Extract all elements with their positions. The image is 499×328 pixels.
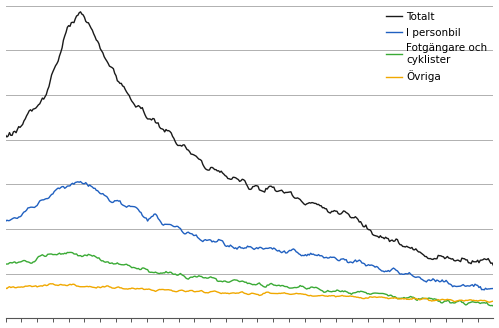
Totalt (84, 21, 90, 25)
Totalt (481, 257, 487, 261)
Totalt (2, 133, 8, 137)
Övriga (362, 297, 368, 300)
Fotgängare och
cyklister (2, 262, 8, 266)
Fotgängare och
cyklister (252, 283, 258, 287)
I personbil (64, 184, 70, 188)
Totalt (64, 25, 70, 29)
Line: Fotgängare och
cyklister: Fotgängare och cyklister (5, 252, 494, 306)
Totalt (168, 131, 174, 135)
Övriga (487, 300, 493, 304)
Övriga (84, 284, 90, 288)
Line: I personbil: I personbil (5, 182, 494, 290)
I personbil (252, 247, 258, 251)
Fotgängare och
cyklister (84, 254, 90, 258)
Övriga (2, 286, 8, 290)
Övriga (168, 288, 174, 292)
I personbil (491, 286, 497, 290)
Fotgängare och
cyklister (67, 250, 73, 254)
I personbil (483, 286, 489, 290)
Totalt (77, 10, 83, 14)
Fotgängare och
cyklister (362, 290, 368, 294)
Övriga (47, 282, 53, 286)
Fotgängare och
cyklister (64, 251, 70, 255)
Övriga (491, 299, 497, 303)
I personbil (84, 182, 90, 186)
Fotgängare och
cyklister (491, 304, 497, 308)
Övriga (252, 292, 258, 296)
I personbil (77, 180, 83, 184)
Fotgängare och
cyklister (168, 271, 174, 275)
Övriga (481, 298, 487, 302)
Line: Totalt: Totalt (5, 12, 494, 266)
Övriga (66, 283, 72, 287)
Line: Övriga: Övriga (5, 284, 494, 302)
Legend: Totalt, I personbil, Fotgängare och
cyklister, Övriga: Totalt, I personbil, Fotgängare och cykl… (382, 8, 492, 87)
Totalt (491, 264, 497, 268)
Fotgängare och
cyklister (481, 301, 487, 305)
I personbil (481, 288, 487, 292)
Totalt (362, 225, 368, 229)
Totalt (252, 184, 258, 188)
I personbil (362, 262, 368, 266)
I personbil (2, 219, 8, 223)
I personbil (168, 223, 174, 227)
